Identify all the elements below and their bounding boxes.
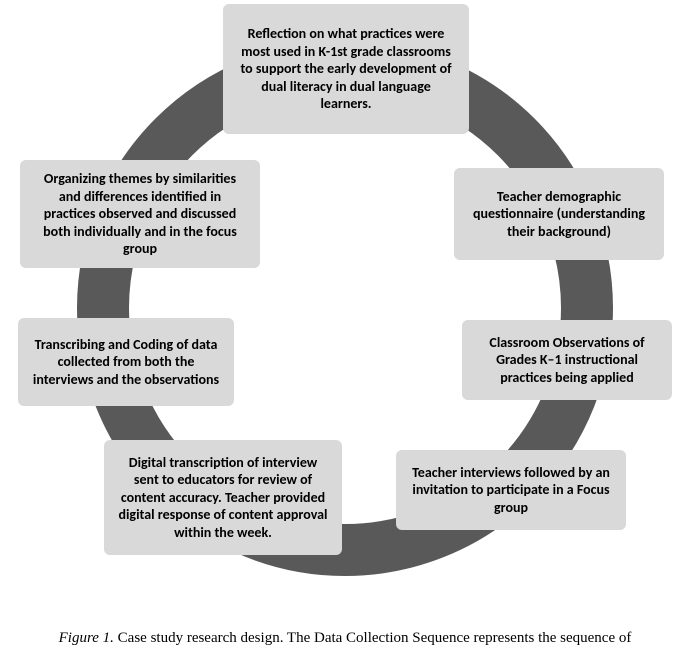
cycle-node-n6: Transcribing and Coding of data collecte…	[18, 318, 234, 406]
cycle-node-n1: Reflection on what practices were most u…	[223, 4, 469, 134]
cycle-node-n5: Digital transcription of interview sent …	[104, 440, 342, 555]
cycle-node-n7: Organizing themes by similarities and di…	[20, 160, 260, 268]
cycle-node-n3: Classroom Observations of Grades K–1 ins…	[462, 320, 672, 400]
cycle-node-n2: Teacher demographic questionnaire (under…	[454, 168, 664, 260]
figure-label: Figure 1.	[59, 630, 114, 646]
diagram-canvas: Reflection on what practices were most u…	[0, 0, 690, 651]
cycle-arrow-icon	[81, 263, 128, 301]
figure-caption: Figure 1. Case study research design. Th…	[0, 630, 690, 647]
cycle-node-n4: Teacher interviews followed by an invita…	[396, 450, 626, 530]
figure-caption-text: Case study research design. The Data Col…	[114, 630, 631, 646]
